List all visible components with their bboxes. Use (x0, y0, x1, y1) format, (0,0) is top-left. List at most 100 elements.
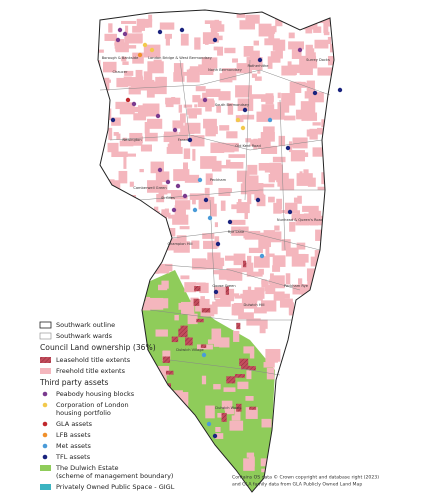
freehold-parcel (118, 292, 130, 299)
freehold-parcel (269, 162, 282, 173)
freehold-parcel (101, 262, 107, 268)
freehold-parcel (195, 86, 206, 92)
asset-point (287, 209, 293, 215)
legend-dot (42, 402, 48, 408)
freehold-parcel (323, 31, 330, 36)
asset-point (165, 179, 171, 185)
freehold-parcel (205, 405, 215, 419)
freehold-parcel (294, 16, 311, 27)
freehold-parcel (98, 49, 104, 53)
freehold-parcel (213, 384, 221, 390)
credit: Contains OS data © Crown copyright and d… (232, 474, 379, 481)
legend-label: Privately Owned Public Space - GIGL (56, 483, 175, 491)
asset-point (203, 197, 209, 203)
freehold-parcel (155, 171, 170, 182)
freehold-parcel (143, 226, 151, 233)
freehold-parcel (133, 239, 148, 243)
freehold-parcel (330, 263, 334, 276)
freehold-parcel (253, 256, 270, 268)
asset-point (212, 37, 218, 43)
freehold-parcel (229, 420, 244, 431)
freehold-parcel (223, 142, 239, 152)
ward-label: Dulwich Wood (215, 406, 240, 410)
freehold-parcel (165, 36, 170, 46)
leasehold-parcel (150, 433, 156, 442)
asset-point (257, 57, 263, 63)
freehold-parcel (296, 210, 300, 215)
freehold-parcel (199, 194, 203, 204)
freehold-parcel (256, 194, 266, 207)
freehold-parcel (285, 273, 291, 285)
freehold-parcel (273, 25, 277, 33)
asset-point (157, 167, 163, 173)
freehold-parcel (169, 136, 182, 148)
freehold-parcel (170, 446, 185, 452)
legend-label: Met assets (56, 442, 92, 450)
freehold-parcel (269, 282, 285, 288)
freehold-parcel (261, 280, 269, 288)
freehold-parcel (125, 285, 138, 296)
freehold-parcel (260, 300, 277, 312)
freehold-parcel (104, 33, 117, 41)
leasehold-parcel (164, 389, 174, 397)
freehold-parcel (173, 169, 190, 182)
freehold-parcel (258, 183, 275, 188)
freehold-parcel (203, 118, 217, 129)
freehold-parcel (166, 146, 183, 154)
freehold-parcel (275, 17, 283, 27)
legend-label: Peabody housing blocks (56, 390, 135, 398)
freehold-parcel (225, 408, 234, 415)
freehold-parcel (163, 134, 179, 143)
freehold-parcel (288, 32, 295, 39)
freehold-parcel (172, 443, 177, 456)
freehold-parcel (247, 14, 259, 21)
freehold-parcel (159, 426, 168, 440)
freehold-parcel (174, 205, 186, 217)
freehold-parcel (152, 418, 169, 424)
freehold-parcel (214, 286, 227, 299)
freehold-parcel (211, 328, 222, 342)
ward-boundaries (99, 59, 331, 376)
freehold-parcel (289, 81, 302, 93)
freehold-parcel (261, 104, 275, 115)
dulwich-estate (142, 270, 275, 492)
freehold-parcel (248, 247, 263, 254)
freehold-parcel (241, 297, 258, 309)
freehold-parcel (99, 77, 110, 91)
leasehold-parcel (225, 286, 230, 295)
freehold-parcel (121, 56, 127, 62)
freehold-parcel (303, 169, 309, 179)
freehold-parcel (302, 205, 319, 212)
asset-point (197, 177, 203, 183)
ward-label: Faraday (178, 138, 193, 142)
freehold-parcel (174, 314, 179, 321)
freehold-parcel (286, 240, 290, 245)
freehold-parcel (229, 162, 244, 169)
freehold-parcel (280, 293, 290, 299)
freehold-parcel (249, 349, 255, 359)
freehold-parcel (327, 97, 334, 101)
freehold-parcel (162, 350, 171, 360)
freehold-parcel (329, 153, 334, 158)
freehold-parcel (138, 79, 155, 91)
freehold-parcel (114, 262, 122, 269)
freehold-parcel (277, 92, 281, 99)
asset-point (215, 241, 221, 247)
freehold-parcel (243, 346, 255, 354)
freehold-parcel (164, 190, 178, 194)
leasehold-parcel (243, 260, 247, 268)
freehold-parcel (98, 166, 99, 175)
ward-labels: Borough & Bankside London Bridge & West B… (102, 56, 330, 410)
freehold-parcel (99, 184, 110, 190)
freehold-parcel (250, 139, 261, 147)
freehold-parcel (140, 300, 152, 311)
ward-label: St Giles (161, 196, 175, 200)
freehold-parcel (102, 188, 109, 195)
legend-dot (42, 391, 48, 397)
freehold-parcel (246, 370, 252, 380)
freehold-parcel (116, 133, 121, 140)
leasehold-parcel (249, 406, 257, 410)
ward-label: Goose Green (212, 284, 235, 288)
freehold-parcel (205, 88, 221, 97)
